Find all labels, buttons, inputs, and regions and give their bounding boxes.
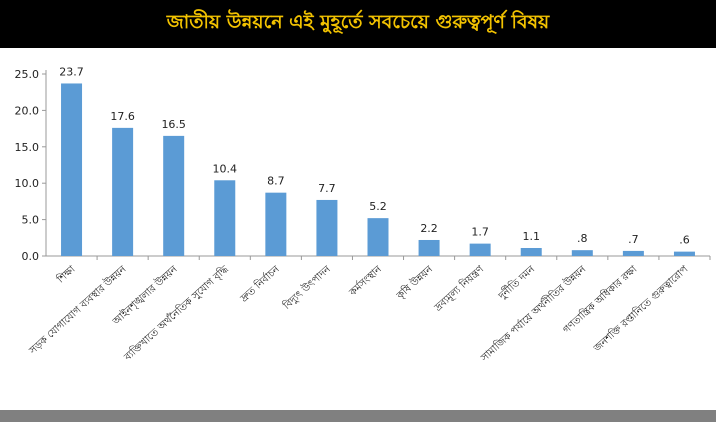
bar-value-label: 10.4 [213, 162, 238, 175]
bar-value-label: .7 [628, 233, 639, 246]
bar [214, 180, 236, 256]
bar [571, 250, 593, 256]
x-tick-label: দ্রব্যমূল্য নিয়ন্ত্রণ [431, 263, 486, 315]
bar [112, 127, 134, 256]
bar [622, 250, 644, 256]
x-axis-labels: শিক্ষাসড়ক যোগাযোগ ব্যবস্থার উন্নয়নআইনশ… [25, 256, 711, 365]
x-tick-label: বিদ্যুৎ উৎপাদন [280, 262, 334, 313]
y-tick-label: 10.0 [15, 177, 40, 190]
bar [367, 218, 389, 256]
x-tick-label: দুর্নীতি দমন [495, 262, 538, 303]
bar-value-label: 17.6 [110, 110, 135, 123]
bar-value-label: 1.1 [522, 230, 540, 243]
bar-value-label: 1.7 [471, 226, 489, 239]
bars [61, 83, 695, 256]
chart-area: 0.0 5.0 10.0 15.0 20.0 25.0 23.7 17.6 16.5 10.4 8… [0, 48, 716, 410]
y-tick-label: 5.0 [22, 214, 40, 227]
bar-value-label: 8.7 [267, 175, 285, 188]
bar-value-label: 7.7 [318, 182, 336, 195]
x-tick-label: সড়ক যোগাযোগ ব্যবস্থার উন্নয়ন [25, 262, 129, 357]
x-tick-label: কর্মসংস্থান [346, 263, 384, 299]
x-tick-label: কৃষি উন্নয়ন [393, 262, 436, 302]
y-tick-label: 0.0 [22, 250, 40, 263]
bar [163, 135, 185, 256]
x-tick-label: সামাজিক পর্যায়ে অর্থনীতির উন্নয়ন [477, 262, 589, 365]
bar [265, 192, 287, 256]
bar-value-label: .8 [577, 232, 588, 245]
x-tick-label: শিক্ষা [54, 263, 78, 287]
bar [316, 199, 338, 256]
chart-heading: জাতীয় উন্নয়নে এই মুহূর্তে সবচেয়ে গুরু… [166, 11, 550, 33]
y-axis: 0.0 5.0 10.0 15.0 20.0 25.0 [15, 68, 710, 263]
bar [61, 83, 83, 256]
y-tick-label: 15.0 [15, 141, 40, 154]
y-tick-label: 25.0 [15, 68, 40, 81]
footer-bar [0, 410, 716, 422]
bar [520, 247, 542, 256]
bar-chart: 0.0 5.0 10.0 15.0 20.0 25.0 23.7 17.6 16.5 10.4 8… [15, 65, 711, 365]
bar [673, 251, 695, 256]
x-tick-label: জনশক্তি রপ্তানিতে গুরুত্বারোপ [591, 263, 691, 355]
bar-value-label: 2.2 [420, 222, 438, 235]
x-tick-label: ব্যক্তিখাতে অর্থনৈতিক সুযোগ বৃদ্ধি [121, 263, 231, 364]
bar-value-label: 23.7 [59, 65, 84, 78]
bar [469, 243, 491, 256]
header-banner: জাতীয় উন্নয়নে এই মুহূর্তে সবচেয়ে গুরু… [0, 0, 716, 48]
bar-value-label: 16.5 [161, 118, 186, 131]
bar-value-label: .6 [679, 234, 690, 247]
value-labels: 23.7 17.6 16.5 10.4 8.7 7.7 5.2 2.2 1.7 1.1 .8 .7 .6 [59, 65, 689, 246]
bar-value-label: 5.2 [369, 200, 387, 213]
x-tick-label: দ্রুত নির্বাচন [237, 263, 282, 305]
y-tick-label: 20.0 [15, 104, 40, 117]
bar [418, 239, 440, 256]
